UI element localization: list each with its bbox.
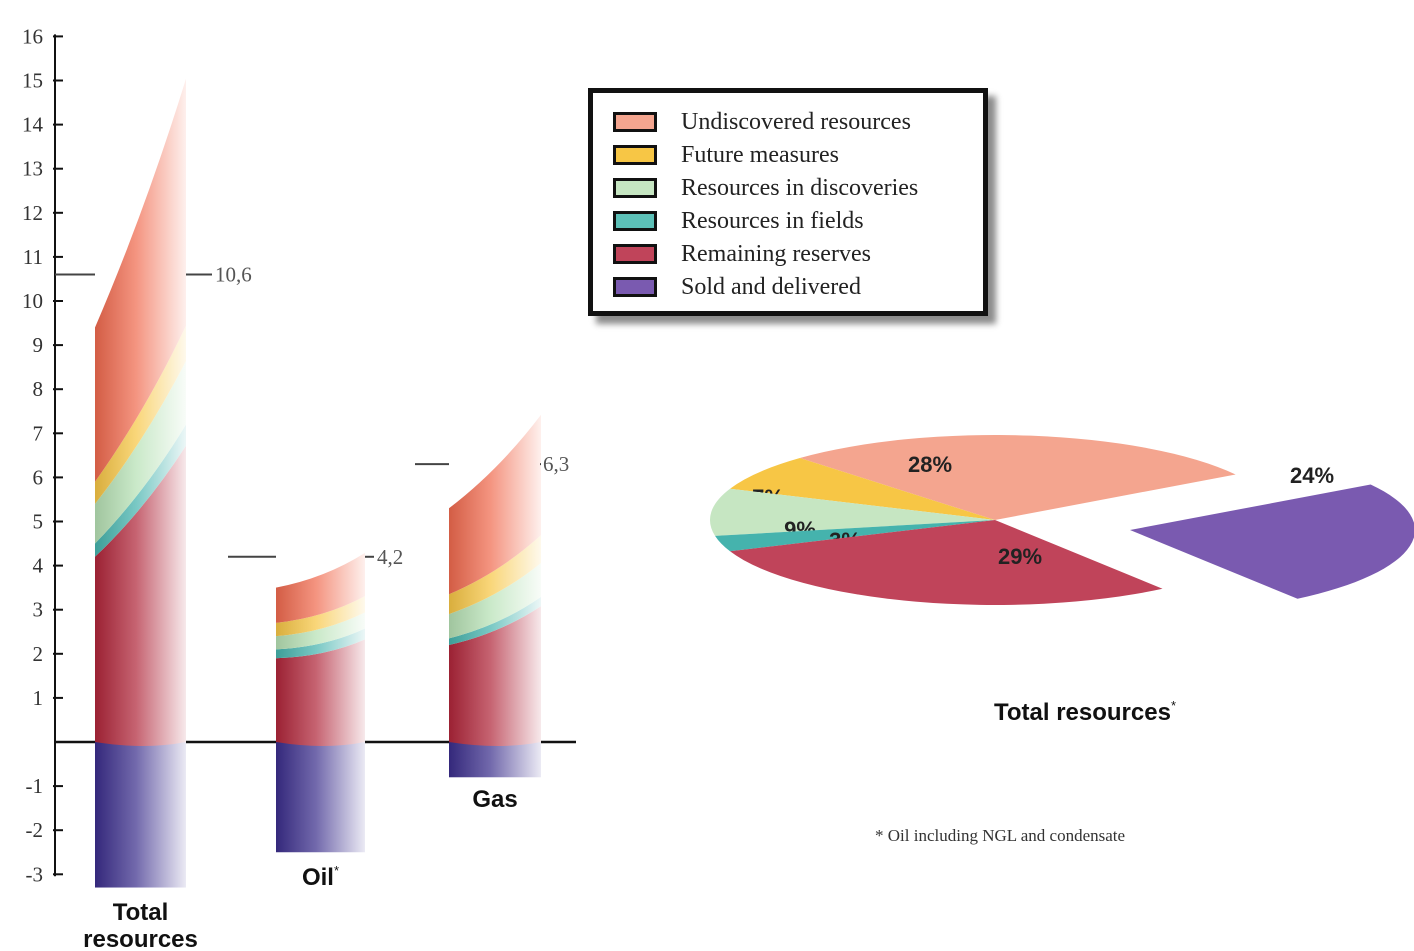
legend-item-fields: Resources in fields <box>613 206 864 236</box>
y-tick-label: -1 <box>26 774 44 798</box>
legend-item-reserves: Remaining reserves <box>613 239 871 269</box>
legend-swatch <box>613 145 657 165</box>
pie-slice: 24% <box>1130 463 1414 599</box>
y-tick-label: 14 <box>22 113 44 137</box>
legend-item-sold: Sold and delivered <box>613 272 861 302</box>
y-tick-label: 3 <box>33 598 44 622</box>
pie-top <box>730 458 995 520</box>
bar-segment <box>95 424 186 557</box>
bar-segment <box>449 596 541 645</box>
marker-label: 4,2 <box>377 545 403 569</box>
legend: Undiscovered resources Future measures R… <box>588 88 988 316</box>
y-tick-label: -2 <box>26 818 44 842</box>
y-tick-label: 1 <box>33 686 44 710</box>
legend-swatch <box>613 178 657 198</box>
bar-segment <box>95 78 186 482</box>
y-tick-label: 10 <box>22 289 43 313</box>
bar-segment <box>95 360 186 544</box>
pie-chart: 28%7%9%3%29%24%Total resources* <box>710 435 1414 726</box>
bar-segment <box>276 596 365 637</box>
marker-label: 6,3 <box>543 452 569 476</box>
pie-slice: 29% <box>730 520 1163 606</box>
legend-item-undiscovered: Undiscovered resources <box>613 107 911 137</box>
legend-label: Undiscovered resources <box>681 108 911 135</box>
category-label: resources <box>83 926 198 951</box>
legend-swatch <box>613 244 657 264</box>
marker-label: 10,6 <box>215 263 252 287</box>
bar-segment <box>449 742 541 778</box>
bar-segment <box>276 612 365 650</box>
pie-slice: 28% <box>799 435 1236 520</box>
pie-top <box>710 488 995 536</box>
pie-slice-label: 29% <box>998 544 1042 569</box>
bar-segment <box>95 325 186 504</box>
bar-segment <box>449 562 541 639</box>
pie-slice-label: 24% <box>1290 463 1334 488</box>
legend-label: Remaining reserves <box>681 240 871 267</box>
pie-slice-label: 28% <box>908 452 952 477</box>
y-tick-label: 6 <box>33 465 44 489</box>
category-label: Oil* <box>302 863 339 891</box>
y-tick-label: 5 <box>33 510 44 534</box>
y-tick-label: 13 <box>22 157 43 181</box>
category-label: Total <box>113 899 169 926</box>
legend-swatch <box>613 211 657 231</box>
y-tick-label: 16 <box>22 24 43 48</box>
y-tick-label: -3 <box>26 862 44 886</box>
bar-segment <box>276 552 365 623</box>
bar-segment <box>449 535 541 615</box>
legend-label: Future measures <box>681 141 839 168</box>
footnote: * Oil including NGL and condensate <box>875 826 1126 845</box>
category-label-sup: * <box>334 863 339 878</box>
bar-segment <box>95 445 186 746</box>
legend-item-future: Future measures <box>613 140 839 170</box>
y-tick-label: 7 <box>33 421 44 445</box>
pie-title-sup: * <box>1171 698 1176 713</box>
y-tick-label: 9 <box>33 333 44 357</box>
legend-swatch <box>613 277 657 297</box>
bar-segment <box>276 742 365 853</box>
pie-top <box>799 435 1236 520</box>
bar-segment <box>276 639 365 746</box>
y-tick-label: 2 <box>33 642 44 666</box>
bar-segment <box>449 606 541 746</box>
y-tick-label: 4 <box>33 554 44 578</box>
y-tick-label: 15 <box>22 69 43 93</box>
bar-chart: -3-2-11234567891011121314151610,6Totalre… <box>22 24 576 951</box>
category-label: Gas <box>472 786 517 813</box>
pie-top <box>715 520 995 552</box>
pie-top <box>1130 484 1414 599</box>
bar-segment <box>276 628 365 659</box>
legend-swatch <box>613 112 657 132</box>
y-tick-label: 12 <box>22 201 43 225</box>
pie-top <box>730 520 1163 606</box>
pie-title: Total resources* <box>994 698 1176 726</box>
legend-label: Sold and delivered <box>681 273 861 300</box>
y-tick-label: 11 <box>23 245 43 269</box>
bar-segment <box>95 742 186 888</box>
bar-group-1: 4,2 Oil* <box>228 545 403 891</box>
bar-segment <box>449 414 541 595</box>
bar-group-2: 6,3 Gas <box>415 414 569 813</box>
legend-label: Resources in fields <box>681 207 864 234</box>
legend-item-discoveries: Resources in discoveries <box>613 173 918 203</box>
y-tick-label: 8 <box>33 377 44 401</box>
legend-label: Resources in discoveries <box>681 174 919 201</box>
